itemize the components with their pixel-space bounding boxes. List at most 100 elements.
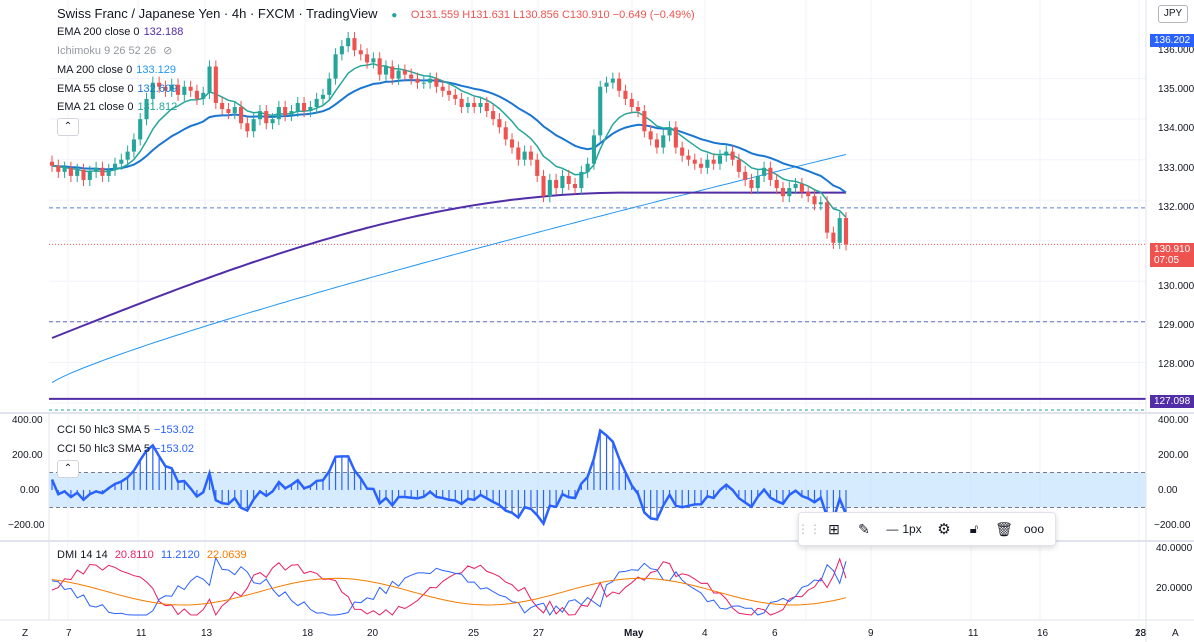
candle-body [535,159,540,176]
candle-body [49,161,55,166]
drag-handle[interactable]: ⋮⋮ [797,522,821,536]
dmi-plus-value: 20.8110 [114,549,154,561]
candle-body [604,82,609,87]
legend-value: 133.129 [136,64,176,76]
indicator-legend-ema21[interactable]: EMA 21 close 0 131.812 [57,100,177,114]
candle-body [503,127,508,140]
legend-label: DMI 14 14 [57,549,108,561]
time-tick: 11 [968,628,979,639]
candle-body [119,159,124,164]
candle-body [94,167,99,172]
candle-body [163,86,168,91]
line-width-button[interactable]: — 1px [879,513,929,545]
candle-body [743,171,748,180]
candle-body [144,98,149,120]
candle-body [528,151,533,160]
candle-body [472,102,477,108]
legend-label: MA 200 close 0 [57,64,133,76]
price-badge-last: 130.910 07:05 [1150,243,1194,267]
indicator-legend-ema200[interactable]: EMA 200 close 0 132.188 [57,25,183,39]
horizontal-levels [49,207,1146,411]
candle-body [837,218,842,243]
candle-body [818,202,823,205]
candle-body [333,54,338,79]
adx-line [51,577,847,606]
legend-value: −153.02 [153,443,195,455]
candle-body [131,139,136,152]
dmi-legend[interactable]: DMI 14 14 20.8110 11.2120 22.0639 [57,548,247,562]
candle-body [478,102,483,108]
cci-tick-left: 400.00 [12,415,43,426]
collapse-legend-button[interactable]: ⌃ [57,118,79,136]
candle-body [213,66,218,103]
candle-body [554,179,559,189]
symbol-header: Swiss Franc / Japanese Yen · 4h · FXCM ·… [57,6,695,21]
time-tick: 27 [533,628,545,639]
indicator-legend-ema55[interactable]: EMA 55 close 0 132.609 [57,82,177,96]
candle-body [308,107,313,112]
templates-icon[interactable]: ⊞ [828,520,840,537]
candle-body [402,70,407,75]
legend-value: 132.609 [137,83,178,95]
candle-body [579,171,584,189]
corner-right-button[interactable]: A [1172,628,1179,639]
adx-value: 22.0639 [206,549,247,561]
legend-value: 131.812 [137,101,178,113]
cci-legend-1[interactable]: CCI 50 hlc3 SMA 5 −153.02 [57,423,194,437]
candles [49,32,849,251]
eye-hidden-icon[interactable]: ⊘ [163,45,173,57]
candle-body [680,147,685,156]
candle-body [201,92,206,99]
corner-left-button[interactable]: Z [22,628,29,639]
time-tick: 9 [868,628,874,639]
candle-body [440,86,445,91]
time-tick: 11 [136,628,147,639]
candle-body [465,102,470,108]
indicator-legend-ma200[interactable]: MA 200 close 0 133.129 [57,63,176,77]
price-tick: 128.000 [1158,359,1194,370]
collapse-cci-legend-button[interactable]: ⌃ [57,460,79,478]
candle-body [302,102,307,112]
candle-body [560,175,565,189]
candle-body [56,165,61,172]
candle-body [295,102,300,112]
price-badge-top: 136.202 [1150,34,1194,47]
candle-body [238,107,244,124]
candle-body [566,175,571,185]
cci-legend-2[interactable]: CCI 50 hlc3 SMA 5 −153.02 [57,442,194,456]
candle-body [825,202,830,233]
legend-value: 132.188 [143,26,184,38]
candle-body [169,84,174,91]
candle-body [516,147,521,160]
candle-body [138,119,143,140]
candle-body [327,78,332,95]
candle-body [365,54,370,63]
candle-body [409,74,414,79]
candle-body [415,78,420,83]
candle-body [806,192,811,197]
candle-body [270,119,275,124]
candle-body [100,167,105,176]
candle-body [112,163,118,170]
price-tick: 136.000 [1158,45,1194,56]
more-icon[interactable]: ooo [1023,522,1045,536]
candle-body [358,50,363,55]
gear-icon[interactable]: ⚙ [937,521,951,538]
time-tick: 25 [468,628,480,639]
candle-body [843,218,849,245]
candle-body [623,90,628,99]
ma200-line [51,154,847,384]
currency-button[interactable]: JPY [1158,5,1188,23]
candle-body [150,82,155,99]
color-pencil-icon[interactable]: ✎ [858,520,870,537]
candle-body [346,38,351,47]
indicator-legend-ichimoku[interactable]: Ichimoku 9 26 52 26 ⊘ [57,44,172,58]
cci-tick-left: 200.00 [12,450,43,461]
time-tick: 6 [772,628,778,639]
trash-icon[interactable]: 🗑︎ [995,520,1013,537]
lock-icon[interactable]: 🔓︎ [969,521,979,536]
candle-body [459,98,464,108]
candle-body [352,38,357,51]
